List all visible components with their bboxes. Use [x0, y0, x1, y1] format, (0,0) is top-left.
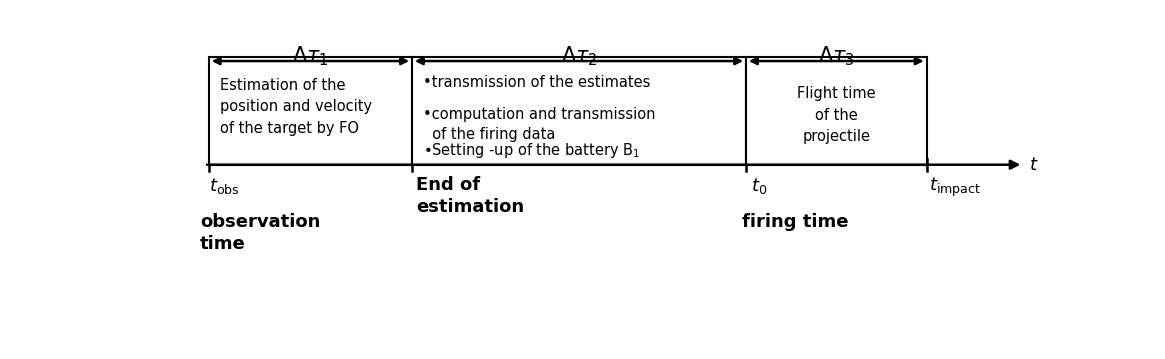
Text: $\Delta\tau_3$: $\Delta\tau_3$	[818, 45, 855, 68]
FancyBboxPatch shape	[746, 57, 926, 165]
FancyBboxPatch shape	[209, 57, 412, 165]
FancyBboxPatch shape	[412, 57, 746, 165]
Text: •transmission of the estimates: •transmission of the estimates	[423, 75, 650, 90]
Text: Flight time
of the
projectile: Flight time of the projectile	[797, 86, 876, 144]
Text: Estimation of the
position and velocity
of the target by FO: Estimation of the position and velocity …	[220, 78, 372, 136]
Text: $t$: $t$	[1029, 156, 1038, 174]
Text: $t_0$: $t_0$	[750, 176, 767, 196]
Text: •Setting -up of the battery B$_1$: •Setting -up of the battery B$_1$	[423, 141, 640, 160]
Text: $t_{\rm obs}$: $t_{\rm obs}$	[209, 176, 240, 196]
Text: $\Delta\tau_2$: $\Delta\tau_2$	[560, 45, 598, 68]
Text: firing time: firing time	[741, 213, 848, 231]
Text: $t_{\rm impact}$: $t_{\rm impact}$	[930, 176, 981, 199]
Text: •computation and transmission
  of the firing data: •computation and transmission of the fir…	[423, 107, 655, 142]
Text: observation
time: observation time	[200, 213, 320, 253]
Text: End of
estimation: End of estimation	[417, 176, 524, 216]
Text: $\Delta\tau_1$: $\Delta\tau_1$	[292, 45, 329, 68]
